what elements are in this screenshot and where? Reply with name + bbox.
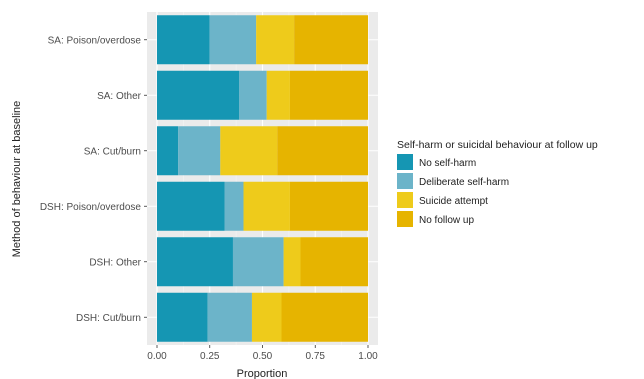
bar-segment — [224, 181, 244, 231]
bar-segment — [239, 70, 267, 120]
legend-label: Deliberate self-harm — [419, 177, 509, 188]
bar-segment — [209, 15, 257, 65]
y-tick-label: DSH: Poison/overdose — [40, 202, 142, 213]
x-tick-label: 0.75 — [306, 351, 326, 362]
x-tick-label: 0.00 — [147, 351, 167, 362]
bar-segment — [157, 70, 240, 120]
legend-label: No self-harm — [419, 158, 476, 169]
bar-segment — [178, 126, 221, 176]
legend-key — [397, 173, 413, 189]
bar-segment — [251, 292, 282, 342]
bar-segment — [281, 292, 368, 342]
bar-segment — [289, 181, 368, 231]
legend-key — [397, 192, 413, 208]
bar-segment — [157, 126, 179, 176]
bar-segment — [294, 15, 368, 65]
bar-segment — [277, 126, 368, 176]
bar-segment — [157, 15, 210, 65]
x-tick-label: 1.00 — [358, 351, 378, 362]
legend-label: No follow up — [419, 215, 474, 226]
bar-segment — [243, 181, 290, 231]
bar-segment — [232, 237, 284, 287]
y-tick-label: DSH: Cut/burn — [76, 313, 141, 324]
bar-segment — [220, 126, 278, 176]
bar-segment — [157, 292, 208, 342]
y-tick-labels: SA: Poison/overdose SA: Other SA: Cut/burn… — [40, 35, 147, 324]
bar-segment — [256, 15, 295, 65]
x-tick-labels: 0.00 0.25 0.50 0.75 1.00 — [147, 345, 378, 362]
legend-label: Suicide attempt — [419, 196, 488, 207]
y-tick-label: DSH: Other — [89, 257, 141, 268]
y-axis-title: Method of behaviour at baseline — [11, 101, 23, 258]
legend: Self-harm or suicidal behaviour at follo… — [397, 139, 598, 227]
bar-segment — [157, 181, 225, 231]
bar-segment — [300, 237, 368, 287]
x-tick-label: 0.25 — [200, 351, 220, 362]
x-tick-label: 0.50 — [253, 351, 273, 362]
y-tick-label: SA: Poison/overdose — [48, 35, 142, 46]
y-tick-label: SA: Other — [97, 91, 142, 102]
bar-segment — [266, 70, 290, 120]
y-tick-label: SA: Cut/burn — [84, 146, 141, 157]
bar-segment — [283, 237, 301, 287]
legend-items: No self-harm Deliberate self-harm Suicide … — [397, 154, 509, 227]
legend-key — [397, 154, 413, 170]
bar-segment — [207, 292, 252, 342]
bars-group — [157, 15, 368, 342]
legend-key — [397, 211, 413, 227]
bar-segment — [289, 70, 368, 120]
x-axis-title: Proportion — [237, 368, 288, 379]
legend-title: Self-harm or suicidal behaviour at follo… — [397, 139, 598, 151]
bar-segment — [157, 237, 233, 287]
